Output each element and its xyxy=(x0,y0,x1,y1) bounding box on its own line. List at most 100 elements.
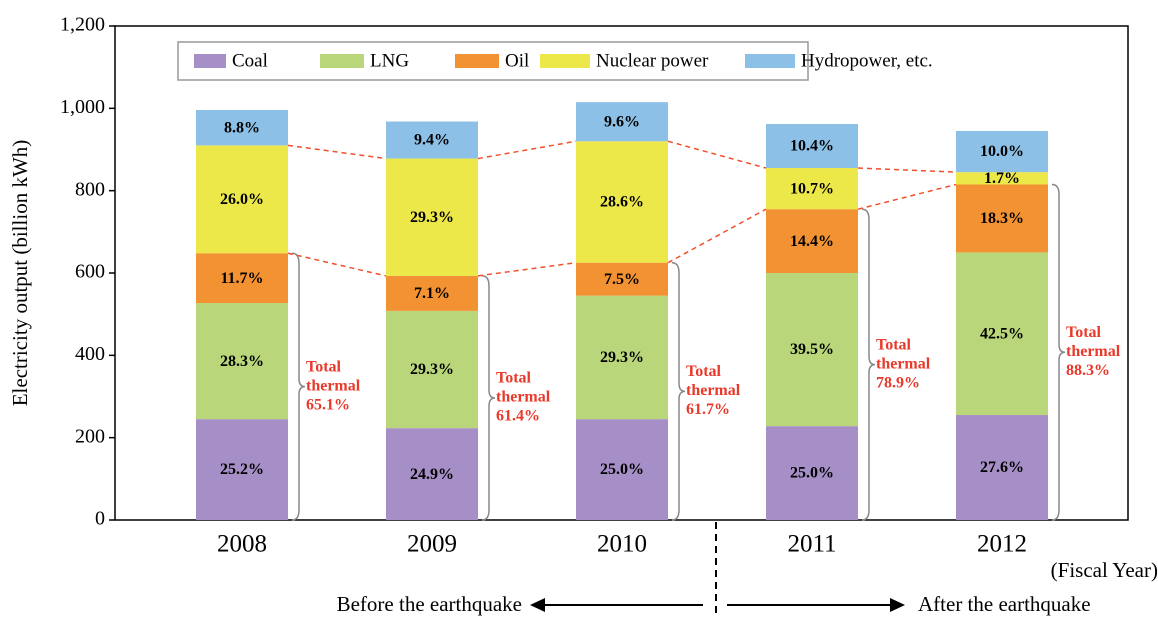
bar-segment xyxy=(956,172,1048,185)
thermal-label: thermal xyxy=(496,389,551,406)
thermal-label: 78.9% xyxy=(876,374,920,391)
bar-segment xyxy=(766,273,858,427)
y-tick-label: 200 xyxy=(75,425,105,447)
bar-segment xyxy=(576,262,668,296)
x-tick-label: 2008 xyxy=(217,531,267,558)
arrow-head xyxy=(890,598,905,612)
bar-segment xyxy=(956,130,1048,173)
connector-line xyxy=(477,140,577,160)
connector-line xyxy=(857,167,957,173)
share-label: 1.7% xyxy=(984,170,1020,187)
thermal-label: 65.1% xyxy=(306,396,350,413)
arrow-head xyxy=(530,598,545,612)
share-label: 29.3% xyxy=(410,361,454,378)
legend-swatch xyxy=(320,54,364,68)
annotation: Before the earthquake xyxy=(337,592,522,616)
y-tick-label: 0 xyxy=(95,508,105,530)
y-tick-label: 1,000 xyxy=(60,96,105,118)
legend-label: Hydropower, etc. xyxy=(801,50,933,71)
brace xyxy=(481,275,496,521)
legend-swatch xyxy=(194,54,226,68)
thermal-label: Total xyxy=(686,363,722,380)
bar-segment xyxy=(766,426,858,520)
thermal-label: Total xyxy=(496,370,532,387)
connector-line xyxy=(287,252,387,277)
connector-line xyxy=(667,140,767,169)
share-label: 27.6% xyxy=(980,459,1024,476)
bar-segment xyxy=(956,184,1048,253)
x-tick-label: 2009 xyxy=(407,531,457,558)
thermal-label: 61.7% xyxy=(686,401,730,418)
x-axis-label: (Fiscal Year) xyxy=(1051,558,1158,582)
share-label: 28.3% xyxy=(220,353,264,370)
share-label: 42.5% xyxy=(980,325,1024,342)
share-label: 25.0% xyxy=(600,461,644,478)
thermal-label: Total xyxy=(306,358,342,375)
bar-segment xyxy=(386,428,478,520)
bar-segment xyxy=(196,253,288,304)
x-tick-label: 2012 xyxy=(977,531,1027,558)
connector-line xyxy=(667,208,767,264)
bar-segment xyxy=(196,303,288,420)
share-label: 9.6% xyxy=(604,113,640,130)
bar-segment xyxy=(576,141,668,263)
x-tick-label: 2011 xyxy=(787,531,836,558)
bar-segment xyxy=(766,168,858,210)
share-label: 11.7% xyxy=(220,270,263,287)
bar-segment xyxy=(766,123,858,169)
share-label: 24.9% xyxy=(410,466,454,483)
share-label: 29.3% xyxy=(410,209,454,226)
bar-segment xyxy=(386,121,478,159)
legend-label: Oil xyxy=(505,50,529,71)
share-label: 10.7% xyxy=(790,180,834,197)
share-label: 29.3% xyxy=(600,349,644,366)
bar-segment xyxy=(386,310,478,429)
share-label: 18.3% xyxy=(980,210,1024,227)
share-label: 25.0% xyxy=(790,465,834,482)
bar-segment xyxy=(386,275,478,311)
bar-segment xyxy=(196,145,288,254)
x-tick-label: 2010 xyxy=(597,531,647,558)
bar-segment xyxy=(386,158,478,276)
share-label: 10.0% xyxy=(980,143,1024,160)
share-label: 7.1% xyxy=(414,285,450,302)
bar-segment xyxy=(576,419,668,520)
brace xyxy=(1051,183,1066,521)
y-tick-label: 800 xyxy=(75,178,105,200)
legend-label: Coal xyxy=(232,50,268,71)
thermal-label: thermal xyxy=(306,377,361,394)
y-axis-label: Electricity output (billion kWh) xyxy=(8,140,32,407)
thermal-label: 88.3% xyxy=(1066,362,1110,379)
thermal-label: thermal xyxy=(1066,343,1121,360)
bar-segment xyxy=(956,415,1048,520)
thermal-label: thermal xyxy=(686,382,741,399)
bar-segment xyxy=(576,102,668,142)
bar-segment xyxy=(196,109,288,146)
connector-line xyxy=(477,261,577,277)
y-tick-label: 600 xyxy=(75,261,105,283)
thermal-label: Total xyxy=(1066,324,1102,341)
annotation: After the earthquake xyxy=(918,592,1091,616)
legend-swatch xyxy=(455,54,499,68)
y-tick-label: 400 xyxy=(75,343,105,365)
thermal-label: thermal xyxy=(876,355,931,372)
y-tick-label: 1,200 xyxy=(60,14,105,36)
brace xyxy=(671,261,686,521)
thermal-label: Total xyxy=(876,336,912,353)
share-label: 14.4% xyxy=(790,233,834,250)
share-label: 7.5% xyxy=(604,271,640,288)
legend-label: Nuclear power xyxy=(596,50,709,71)
share-label: 28.6% xyxy=(600,194,644,211)
brace xyxy=(291,252,306,521)
bar-segment xyxy=(956,252,1048,416)
bar-segment xyxy=(196,419,288,520)
brace xyxy=(861,208,876,521)
share-label: 10.4% xyxy=(790,138,834,155)
legend-label: LNG xyxy=(370,50,409,71)
share-label: 8.8% xyxy=(224,119,260,136)
bar-segment xyxy=(766,209,858,273)
connector-line xyxy=(857,183,957,210)
legend-swatch xyxy=(540,54,590,68)
legend-swatch xyxy=(745,54,795,68)
